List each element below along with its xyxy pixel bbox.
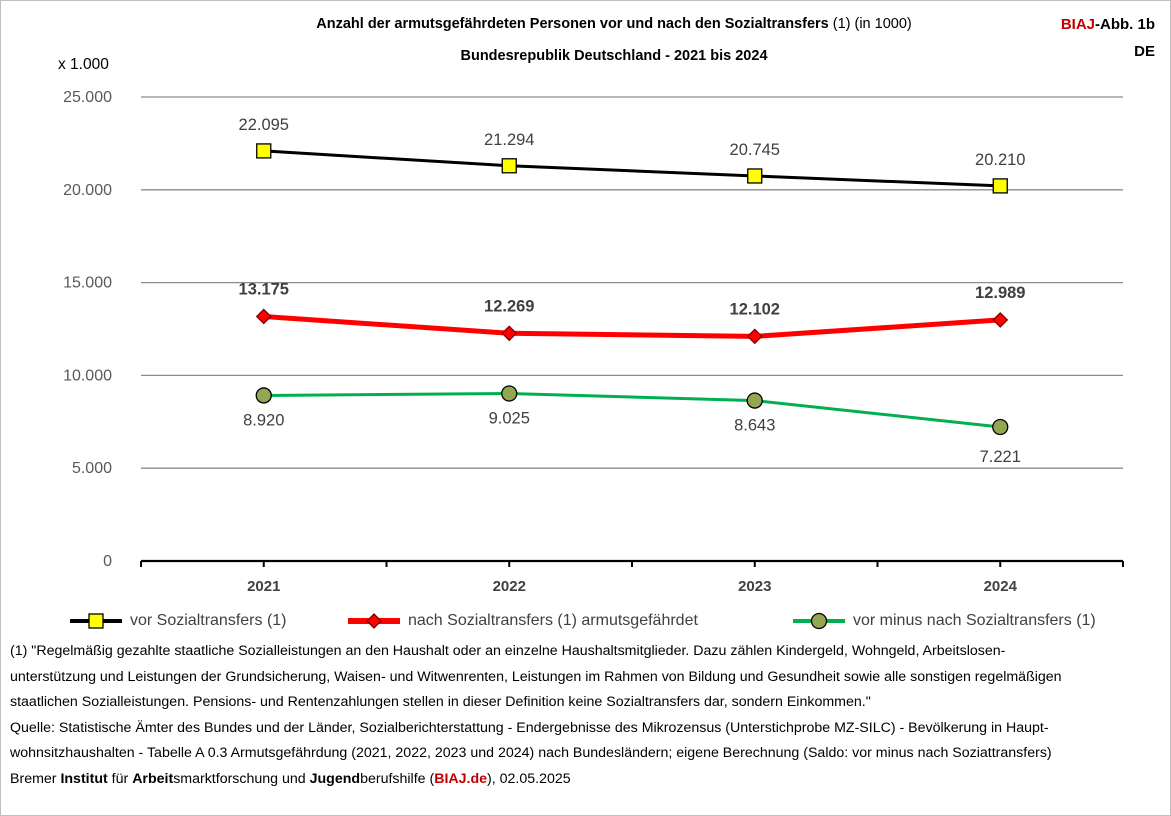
series-1: 22.095 21.294 20.745 20.210 (239, 116, 1025, 194)
legend-label: nach Sozialtransfers (1) armutsgefährdet (408, 612, 698, 629)
axes: 0 5.000 10.000 15.000 20.000 25.000 2021 2022 20… (63, 89, 1124, 595)
badge-brand: BIAJ (1060, 16, 1095, 33)
data-point (992, 178, 1008, 194)
data-label: 7.221 (980, 448, 1021, 466)
data-point (255, 308, 272, 325)
data-label: 8.920 (243, 411, 284, 429)
x-tick-label: 2022 (493, 578, 526, 595)
data-label: 9.025 (489, 409, 530, 427)
data-label: 13.175 (239, 280, 289, 298)
data-point (501, 385, 518, 402)
y-tick-label: 20.000 (63, 182, 112, 199)
title-note: (1) (in 1000) (832, 16, 912, 32)
credit-link: BIAJ.de (434, 770, 488, 787)
data-point (746, 392, 763, 409)
x-tick-label: 2024 (984, 578, 1018, 595)
series-2: 13.175 12.269 12.102 12.989 (239, 280, 1025, 345)
data-point (255, 387, 272, 404)
data-label: 12.989 (975, 284, 1025, 302)
data-point (501, 158, 517, 174)
y-tick-label: 10.000 (63, 367, 112, 384)
y-tick-label: 5.000 (72, 460, 112, 477)
title-main: Anzahl der armutsgefährdeten Personen vo… (316, 16, 829, 32)
series-layer: 22.095 21.294 20.745 20.210 13.175 12.269 12.1… (239, 116, 1031, 467)
data-point (992, 312, 1009, 328)
badge-figure-number: -Abb. 1b (1095, 16, 1155, 33)
data-label: 21.294 (484, 131, 534, 149)
series-3: 8.920 9.025 8.643 7.221 (243, 385, 1031, 467)
legend: vor Sozialtransfers (1) nach Sozialtransf… (1, 607, 1170, 635)
y-tick-label: 15.000 (63, 275, 112, 292)
series-line (263, 313, 1001, 339)
data-point (992, 418, 1009, 436)
y-tick-label: 0 (103, 553, 112, 570)
data-point (501, 325, 518, 342)
source-line: Quelle: Statistische Ämter des Bundes un… (10, 719, 1049, 736)
data-label: 12.102 (730, 300, 780, 318)
data-point (746, 328, 763, 345)
data-label-bg (970, 444, 1031, 467)
legend-item: vor minus nach Sozialtransfers (1) (791, 607, 1096, 635)
chart-title: Anzahl der armutsgefährdeten Personen vo… (1, 16, 1171, 32)
legend-swatch (793, 612, 845, 630)
data-point (810, 612, 828, 630)
x-tick-label: 2021 (247, 578, 280, 595)
footnote-line: (1) "Regelmäßig gezahlte staatliche Sozi… (10, 643, 1006, 659)
data-point (747, 168, 763, 184)
data-label: 8.643 (734, 417, 775, 435)
data-point (256, 143, 272, 159)
gridlines (141, 96, 1123, 469)
line-chart: 0 5.000 10.000 15.000 20.000 25.000 2021 2022 20… (63, 89, 1124, 595)
legend-swatch (348, 613, 400, 629)
data-label: 20.745 (730, 141, 780, 159)
data-label: 12.269 (484, 297, 534, 315)
legend-label: vor minus nach Sozialtransfers (1) (853, 612, 1096, 629)
footnote-line: unterstützung und Leistungen der Grundsi… (10, 668, 1062, 685)
x-tick-label: 2023 (738, 578, 771, 595)
data-label: 20.210 (975, 151, 1025, 169)
legend-swatch (70, 613, 122, 629)
chart-subtitle: Bundesrepublik Deutschland - 2021 bis 20… (460, 48, 768, 64)
series-line (263, 391, 1001, 429)
legend-label: vor Sozialtransfers (1) (130, 612, 287, 629)
legend-item: nach Sozialtransfers (1) armutsgefährdet (346, 607, 698, 635)
y-axis-units: x 1.000 (58, 56, 109, 73)
data-point (366, 613, 382, 629)
series-line (263, 149, 1001, 188)
badge-region: DE (1134, 43, 1155, 60)
legend-item: vor Sozialtransfers (1) (68, 607, 287, 635)
footnote: (1) "Regelmäßig gezahlte staatliche Sozi… (10, 639, 1160, 793)
data-point (88, 613, 104, 629)
footnote-line: staatlichen Sozialleistungen. Pensions- … (10, 694, 871, 711)
y-tick-label: 25.000 (63, 89, 112, 106)
data-label: 22.095 (239, 116, 289, 134)
figure-badge: BIAJ-Abb. 1b DE (1061, 11, 1155, 65)
source-line: wohnsitzhaushalten - Tabelle A 0.3 Armut… (10, 745, 1052, 762)
credit-line: Bremer Institut für Arbeitsmarktforschun… (10, 770, 571, 787)
